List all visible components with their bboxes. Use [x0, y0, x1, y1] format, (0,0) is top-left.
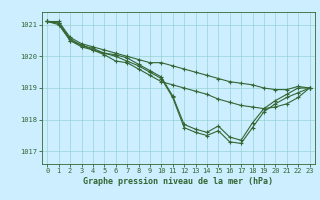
- X-axis label: Graphe pression niveau de la mer (hPa): Graphe pression niveau de la mer (hPa): [84, 177, 273, 186]
